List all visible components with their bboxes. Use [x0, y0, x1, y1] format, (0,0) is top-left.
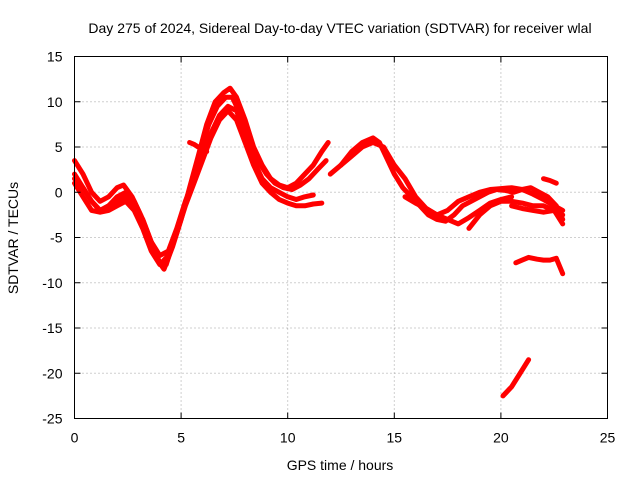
series-line-5	[187, 140, 210, 154]
y-tick-label: -15	[42, 320, 62, 336]
y-tick-label: -20	[42, 365, 62, 381]
x-axis-label: GPS time / hours	[287, 457, 394, 473]
y-tick-label: -5	[50, 230, 63, 246]
tick-marks	[74, 56, 608, 419]
series-line-7	[338, 140, 566, 218]
y-tick-label: -10	[42, 275, 62, 291]
series-line-10	[509, 203, 566, 218]
data-series	[72, 85, 566, 399]
series-line-12	[513, 254, 566, 277]
y-axis-label: SDTVAR / TECUs	[5, 182, 21, 294]
series-line-4	[72, 103, 316, 259]
tick-labels: 0 5 10 15 20 25 15 10 5 0 -5 -10 -15 -20 -25	[42, 49, 615, 446]
y-tick-label: 0	[55, 184, 63, 200]
x-tick-label: 15	[387, 430, 403, 446]
chart-title: Day 275 of 2024, Sidereal Day-to-day VTE…	[88, 20, 591, 36]
y-tick-label: 15	[47, 49, 63, 65]
x-tick-label: 25	[600, 430, 616, 446]
y-tick-label: 10	[47, 94, 63, 110]
y-tick-label: -25	[42, 411, 62, 427]
series-line-2	[72, 94, 329, 268]
series-line-13	[500, 357, 532, 399]
x-tick-label: 5	[177, 430, 185, 446]
x-tick-label: 20	[493, 430, 509, 446]
x-tick-label: 0	[71, 430, 79, 446]
series-line-9	[466, 198, 566, 231]
y-tick-label: 5	[55, 139, 63, 155]
series-line-11	[541, 176, 559, 186]
x-tick-label: 10	[280, 430, 296, 446]
